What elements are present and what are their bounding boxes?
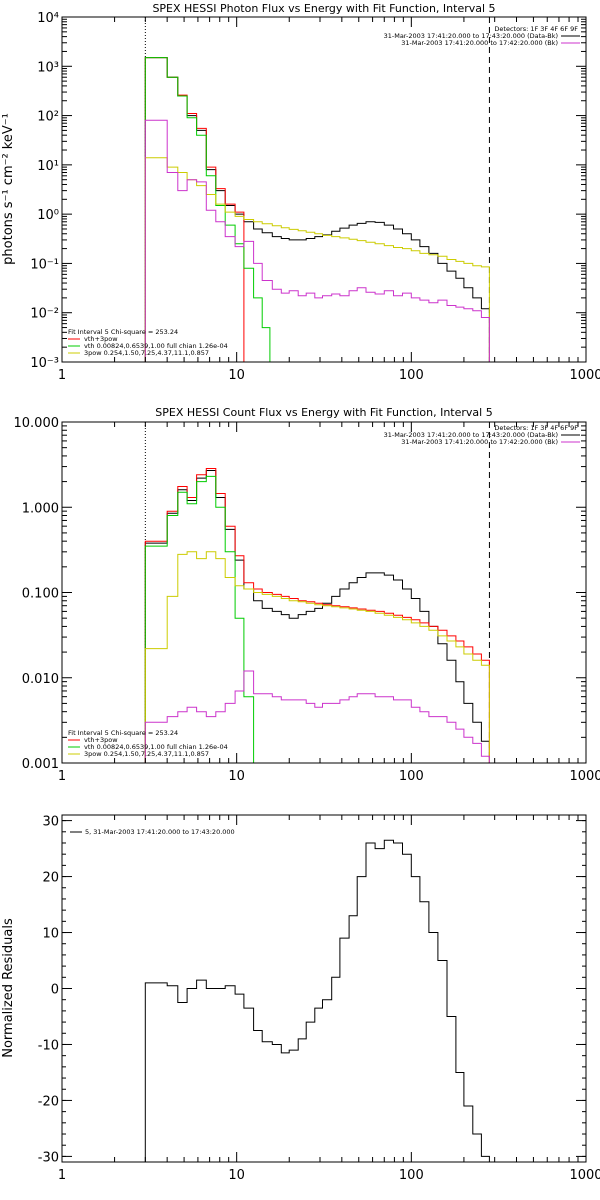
y-tick-label: 0 (51, 983, 59, 998)
chart-title: SPEX HESSI Photon Flux vs Energy with Fi… (152, 2, 495, 15)
legend-detectors: Detectors: 1F 3F 4F 6F 9F (494, 424, 578, 432)
y-tick-label: -10 (38, 1038, 59, 1053)
fit-legend-vth: vth 0.00824,0.6539,1.00 full chian 1.26e… (84, 743, 228, 751)
series-line-3 (144, 551, 490, 763)
fit-legend-vth3pow: vth+3pow (84, 736, 118, 744)
y-tick-label: 10⁴ (37, 11, 59, 26)
y-tick-label: 10⁻² (30, 307, 59, 322)
panel-photon-flux: SPEX HESSI Photon Flux vs Energy with Fi… (1, 2, 600, 383)
x-tick-label: 1000 (569, 769, 600, 784)
top-legend: 5, 31-Mar-2003 17:41:20.000 to 17:43:20.… (70, 828, 235, 836)
plot-area (144, 17, 490, 362)
y-tick-label: 10⁻³ (30, 356, 59, 371)
y-tick-label: 10³ (37, 60, 59, 75)
fit-legend-3pow: 3pow 0.254,1.50,7.25,4.37,11.1,0.857 (84, 750, 209, 758)
y-axis-label: photons s⁻¹ cm⁻² keV⁻¹ (1, 113, 16, 265)
axis-ticks: 1 10 100 1000 -30 -20 -10 0 10 20 30 (38, 815, 600, 1183)
series-line-4 (144, 670, 490, 763)
y-axis-label: Normalized Residuals (1, 918, 16, 1058)
fit-legend-header: Fit Interval 5 Chi-square = 253.24 (68, 729, 178, 737)
panel-residuals: Normalized Residuals 1 10 100 1000-30-20-10… (1, 814, 600, 1183)
y-tick-label: 10¹ (37, 159, 59, 174)
x-tick-label: 100 (399, 368, 424, 383)
fit-legend-3pow: 3pow 0.254,1.50,7.25,4.37,11.1,0.857 (84, 349, 209, 357)
y-tick-label: 30 (42, 815, 59, 830)
x-tick-label: 1 (58, 368, 66, 383)
y-tick-label: 10 (42, 927, 59, 942)
x-tick-label: 1 (58, 1168, 66, 1183)
y-tick-label: 0.001 (22, 757, 59, 772)
plot-frame (61, 16, 587, 363)
series-line-2 (144, 475, 263, 764)
series-line-4 (144, 119, 490, 362)
legend-detectors: Detectors: 1F 3F 4F 6F 9F (494, 25, 578, 33)
y-tick-label: -20 (38, 1094, 59, 1109)
legend-series-label: 5, 31-Mar-2003 17:41:20.000 to 17:43:20.… (85, 828, 235, 836)
x-tick-label: 1000 (569, 1168, 600, 1183)
x-tick-label: 100 (399, 769, 424, 784)
plot-area (144, 839, 490, 1162)
y-tick-label: 10⁰ (37, 208, 59, 223)
fit-legend: Fit Interval 5 Chi-square = 253.24 vth+3… (68, 729, 228, 758)
y-tick-label: 10² (37, 110, 59, 125)
x-tick-label: 10 (228, 1168, 245, 1183)
fit-legend-vth3pow: vth+3pow (84, 335, 118, 343)
x-tick-label: 10 (228, 769, 245, 784)
y-tick-label: 1.000 (22, 501, 59, 516)
legend-data-bk: 31-Mar-2003 17:41:20.000 to 17:43:20.000… (384, 431, 558, 439)
y-tick-label: 20 (42, 871, 59, 886)
fit-legend: Fit Interval 5 Chi-square = 253.24 vth+3… (68, 328, 228, 357)
axis-ticks: 1 10 100 1000 0.001 0.010 0.100 1.000 10.000 (14, 416, 600, 784)
plot-area (144, 422, 490, 764)
y-tick-label: 0.100 (22, 587, 59, 602)
series-line-3 (144, 157, 490, 362)
legend-bk: 31-Mar-2003 17:41:20.000 to 17:42:20.000… (401, 438, 558, 446)
series-line-2 (144, 57, 271, 362)
top-legend: Detectors: 1F 3F 4F 6F 9F 31-Mar-2003 17… (384, 424, 580, 446)
y-tick-label: 10.000 (14, 416, 60, 431)
y-tick-label: 10⁻¹ (30, 257, 59, 272)
legend-data-bk: 31-Mar-2003 17:41:20.000 to 17:43:20.000… (384, 32, 558, 40)
y-tick-label: 0.010 (22, 672, 59, 687)
x-tick-label: 10 (228, 368, 245, 383)
series-line-0 (144, 839, 490, 1162)
x-tick-label: 1 (58, 769, 66, 784)
fit-legend-vth: vth 0.00824,0.6539,1.00 full chian 1.26e… (84, 342, 228, 350)
legend-bk: 31-Mar-2003 17:41:20.000 to 17:42:20.000… (401, 39, 558, 47)
chart-title: SPEX HESSI Count Flux vs Energy with Fit… (155, 406, 492, 419)
top-legend: Detectors: 1F 3F 4F 6F 9F 31-Mar-2003 17… (384, 25, 580, 47)
y-tick-label: -30 (38, 1150, 59, 1165)
x-tick-label: 100 (399, 1168, 424, 1183)
x-tick-label: 1000 (569, 368, 600, 383)
panel-count-flux: SPEX HESSI Count Flux vs Energy with Fit… (14, 406, 600, 784)
fit-legend-header: Fit Interval 5 Chi-square = 253.24 (68, 328, 178, 336)
axis-ticks: 1 10 100 1000 10⁻³ 10⁻² 10⁻¹ 10⁰ 10¹ 10² 10³ 10⁴ (30, 11, 600, 383)
